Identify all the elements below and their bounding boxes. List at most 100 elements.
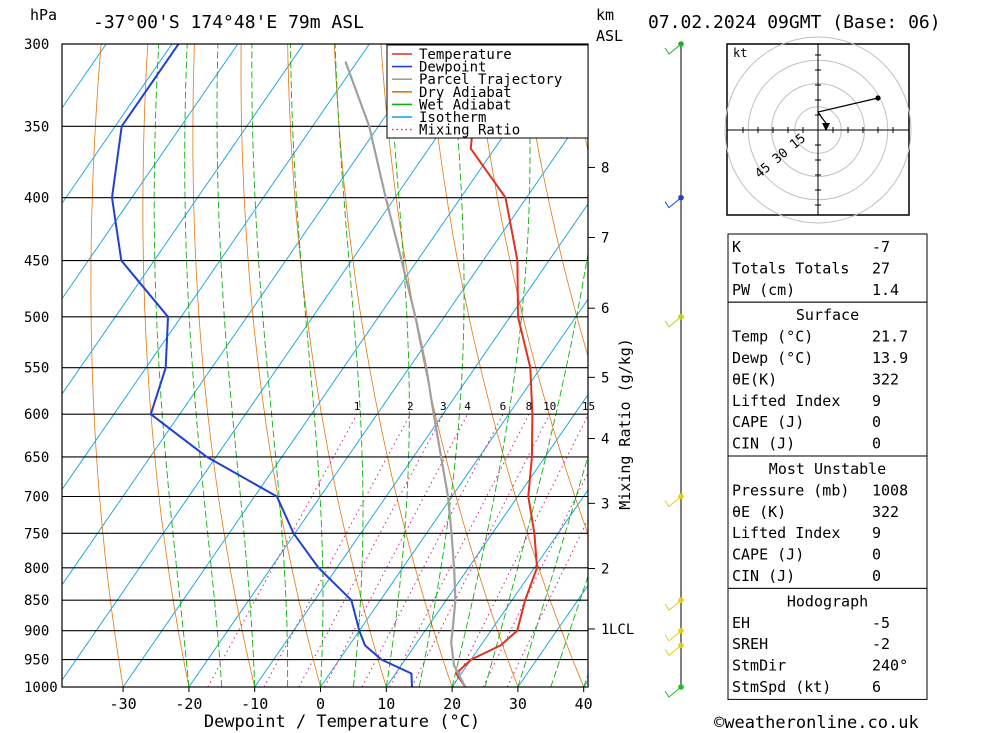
wet-adiabat-line	[251, 44, 289, 687]
legend-box	[386, 44, 589, 139]
location-title: -37°00'S 174°48'E 79m ASL	[93, 12, 364, 33]
mixing-ratio-tick-label: 6	[500, 400, 507, 413]
hodograph-table-row-label: EH	[732, 614, 750, 632]
hodograph-trace	[817, 97, 879, 124]
isotherm-line	[62, 44, 436, 586]
wind-barb	[664, 599, 682, 611]
hodograph-table-row-value: -5	[872, 614, 890, 632]
mixing-ratio-line	[452, 414, 588, 687]
unstable-table-row-value: 322	[872, 503, 899, 521]
height-tick-label: 6	[601, 301, 609, 317]
indices-table-row-value: 27	[872, 259, 890, 277]
indices-table-row-label: K	[732, 238, 741, 256]
pressure-tick-label: 900	[24, 624, 49, 640]
dry-adiabat-line	[427, 44, 585, 687]
legend-label: Temperature	[419, 47, 512, 63]
unstable-table-row-value: 1008	[872, 481, 908, 499]
height-axis: 8 7 6 5 4 3 2 1 LCL	[588, 160, 634, 638]
hodograph-table-row-label: StmDir	[732, 657, 786, 675]
unstable-table-row-label: Lifted Index	[732, 524, 840, 542]
surface-table-title: Surface	[796, 306, 859, 324]
legend-label: Dewpoint	[419, 60, 486, 76]
surface-table-row-label: CIN (J)	[732, 435, 795, 453]
dry-adiabat-line	[240, 44, 321, 687]
height-tick-label: 8	[601, 160, 609, 176]
wet-adiabat-line	[216, 44, 256, 687]
isotherm-line	[62, 44, 502, 681]
height-tick-label: 1	[601, 622, 609, 638]
isobar-lines	[62, 43, 588, 688]
parcel-trajectory-line	[344, 61, 467, 687]
pressure-tick-label: 950	[24, 653, 49, 669]
height-tick-label: 5	[601, 370, 609, 386]
pressure-tick-label: 300	[24, 37, 49, 53]
surface-table-row-value: 21.7	[872, 328, 908, 346]
hodograph-table-row-value: 6	[872, 678, 881, 696]
temperature-tick-label: 20	[443, 695, 461, 713]
mixing-ratio-line	[298, 413, 444, 687]
legend-label: Dry Adiabat	[419, 85, 512, 101]
unstable-table-title: Most Unstable	[769, 460, 886, 478]
indices-table-row-label: PW (cm)	[732, 281, 795, 299]
isotherm-line	[254, 203, 588, 687]
temperature-tick-label: 30	[509, 695, 527, 713]
mixing-ratio-line	[361, 413, 504, 687]
pressure-tick-label: 650	[24, 450, 49, 466]
isotherm-line	[62, 44, 107, 109]
wind-barb	[664, 686, 682, 698]
dry-adiabat-line	[520, 44, 588, 358]
unstable-table-row-label: Pressure (mb)	[732, 481, 849, 499]
indices-table-box	[727, 233, 928, 303]
pressure-tick-label: 450	[24, 254, 49, 270]
wet-adiabat-line	[517, 454, 588, 687]
profile-lines	[111, 44, 538, 687]
hodograph-table-title: Hodograph	[787, 592, 868, 610]
mixing-ratio-tick-label: 3	[440, 400, 447, 413]
storm-motion-marker	[822, 123, 830, 131]
pressure-tick-label: 700	[24, 490, 49, 506]
dry-adiabat-line	[941, 44, 1000, 687]
unstable-table-row-label: θE (K)	[732, 503, 786, 521]
hodograph-ring	[724, 36, 912, 224]
surface-table-row-value: 0	[872, 413, 881, 431]
mixing-ratio-tick-label: 10	[543, 400, 556, 413]
hodograph-unit: kt	[733, 46, 747, 60]
mixing-ratio-labels: 1 2 3 4 6 8 10 15	[354, 400, 595, 413]
dewpoint-line	[111, 44, 413, 687]
temperature-tick-label: 0	[316, 695, 325, 713]
pressure-tick-label: 1000	[24, 680, 58, 696]
hodograph-table-row-label: SREH	[732, 635, 768, 653]
plot-frame	[61, 43, 589, 688]
pressure-tick-label: 800	[24, 561, 49, 577]
asl-label: ASL	[596, 27, 623, 45]
surface-table-row-value: 0	[872, 435, 881, 453]
surface-table-row-label: θE(K)	[732, 370, 777, 388]
km-label: km	[596, 6, 614, 24]
mixing-ratio-axis-title: Mixing Ratio (g/kg)	[616, 338, 634, 510]
unstable-table-row-value: 9	[872, 524, 881, 542]
surface-table-row-value: 13.9	[872, 349, 908, 367]
indices-table-row-value: 1.4	[872, 281, 899, 299]
wind-barb	[664, 197, 682, 209]
unstable-table-row-value: 0	[872, 567, 881, 585]
surface-table-row-label: Lifted Index	[732, 392, 840, 410]
dry-adiabat-line	[90, 44, 124, 687]
temperature-axis: -30 -20 -10 0 10 20 30 40	[110, 687, 593, 713]
dry-adiabat-line	[380, 44, 519, 687]
stats-tables: K -7 Totals Totals 27 PW (cm) 1.4 Surface Temp …	[727, 233, 928, 700]
height-tick-label: 7	[601, 231, 609, 247]
pressure-tick-label: 400	[24, 191, 49, 207]
wet-adiabat-line	[385, 44, 410, 687]
pressure-axis: 300 350 400 450 500 550 600 650 700 750 800 850 900 9…	[24, 37, 58, 696]
mixing-ratio-tick-label: 4	[464, 400, 471, 413]
surface-table-row-label: Dewp (°C)	[732, 349, 813, 367]
mixing-ratio-line	[411, 413, 551, 687]
x-axis-title: Dewpoint / Temperature (°C)	[204, 712, 480, 732]
indices-table-row-label: Totals Totals	[732, 259, 849, 277]
hodograph-table-row-label: StmSpd (kt)	[732, 678, 831, 696]
unstable-table-row-value: 0	[872, 546, 881, 564]
surface-table-row-label: Temp (°C)	[732, 328, 813, 346]
